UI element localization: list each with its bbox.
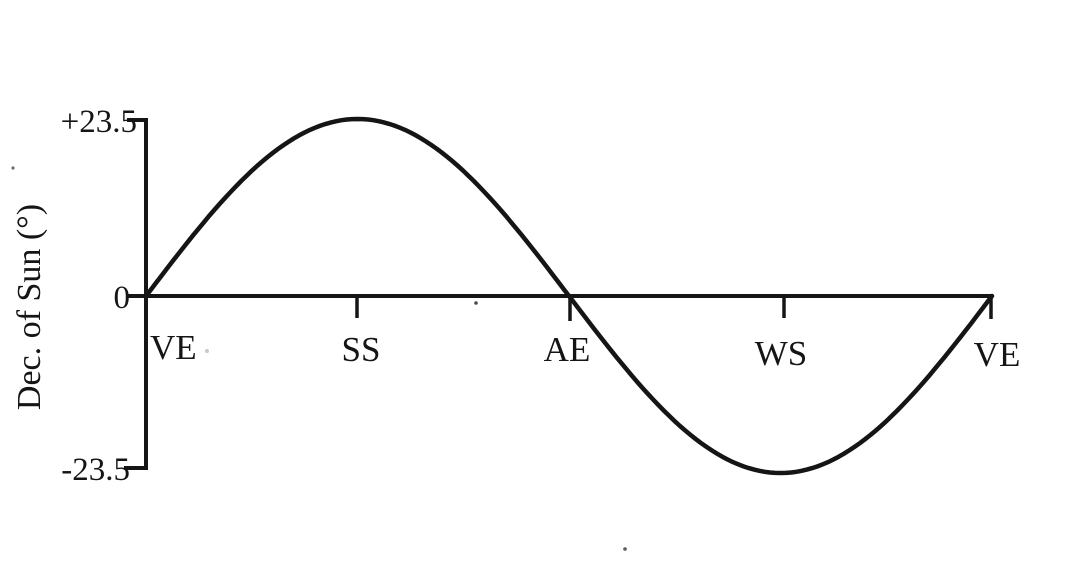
- ytick-label-plus: +23.5: [61, 104, 137, 140]
- xlabel-ss: SS: [342, 330, 381, 369]
- xlabel-ws: WS: [755, 334, 808, 373]
- ytick-label-minus: -23.5: [61, 452, 130, 488]
- ytick-label-zero: 0: [114, 280, 131, 316]
- y-axis-title: Dec. of Sun (°): [11, 204, 48, 410]
- scan-speck: [474, 301, 478, 305]
- scan-speck: [205, 349, 209, 353]
- scan-speck: [11, 166, 15, 170]
- declination-curve: [143, 116, 995, 476]
- xlabel-ve-right: VE: [974, 335, 1021, 374]
- xlabel-ve-left: VE: [150, 328, 197, 367]
- scan-speck: [623, 547, 627, 551]
- xlabel-ae: AE: [544, 330, 591, 369]
